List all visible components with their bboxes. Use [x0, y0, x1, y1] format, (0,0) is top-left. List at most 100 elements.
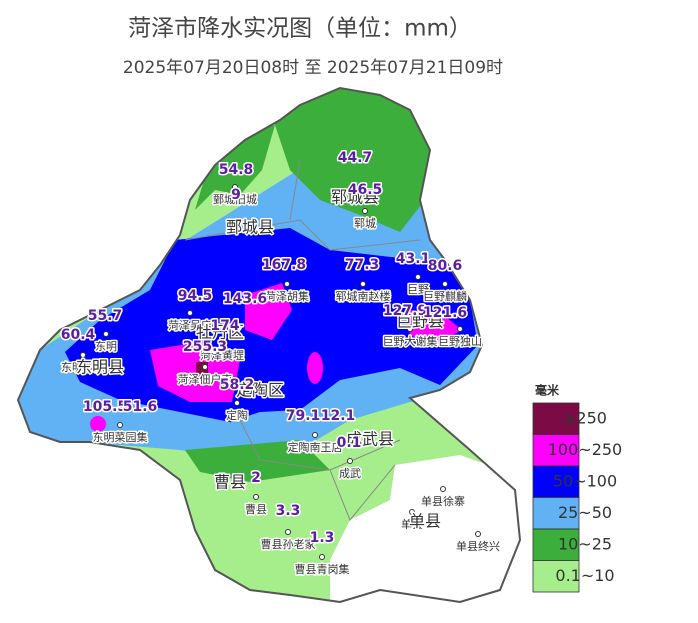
station-dot: [284, 281, 290, 287]
legend-label: 25~50: [558, 503, 612, 522]
station-dot: [362, 208, 368, 214]
county-name: 郓城县: [331, 188, 379, 207]
station-dot: [440, 486, 446, 492]
station-name: 巨野麒麟: [423, 289, 467, 303]
station-value: 143.6: [223, 291, 267, 307]
station-dot: [457, 326, 463, 332]
station-value: 77.3: [345, 257, 380, 273]
county-border: [184, 159, 421, 521]
station-value: 127.9: [383, 303, 427, 319]
legend-label: 100~250: [548, 440, 622, 459]
station-value: 54.8: [219, 162, 254, 178]
station-name: 成武: [339, 467, 361, 480]
station-dot: [117, 422, 123, 428]
station-dot: [103, 331, 109, 337]
station-dot: [202, 364, 208, 370]
station-value: 79.1: [286, 408, 321, 424]
station-name: 曹县: [245, 503, 267, 516]
legend-swatch: [532, 528, 580, 561]
station-dot: [360, 281, 366, 287]
region-magenta: [408, 310, 462, 342]
region-none: [330, 455, 520, 602]
region-green: [270, 88, 435, 232]
subtitle: 2025年07月20日08时 至 2025年07月21日09时: [123, 58, 503, 78]
station-value: 46.5: [348, 182, 383, 198]
legend-label: 0.1~10: [555, 566, 614, 585]
county-name: 定陶区: [236, 381, 284, 400]
title: 菏泽市降水实况图（单位：mm）: [128, 16, 472, 42]
station-value: 3.3: [276, 503, 301, 519]
station-dot: [187, 310, 193, 316]
station-dot: [253, 494, 259, 500]
county-name: 成武县: [346, 430, 394, 449]
region-green: [195, 125, 275, 210]
station-dot: [407, 326, 413, 332]
station-name: 定陶南王店: [288, 440, 343, 454]
station-dot: [409, 509, 415, 515]
station-dot: [319, 554, 325, 560]
station-value: 12.1: [321, 408, 356, 424]
county-name: 牡丹区: [196, 323, 244, 342]
station-dot: [219, 340, 225, 346]
station-name: 菏泽吴店: [168, 318, 212, 332]
station-name: 单县终兴: [456, 539, 500, 553]
station-value: 9: [231, 187, 241, 203]
station-value: 167.8: [262, 257, 306, 273]
station-name: 巨野独山: [438, 335, 482, 348]
station-name: 巨野大谢集: [383, 334, 438, 348]
station-value: 60.4: [61, 327, 96, 343]
station-name: 郓城南赵楼: [336, 289, 391, 303]
station-value: 255.3: [183, 339, 227, 355]
station-name: 东明沙窝: [61, 360, 105, 374]
station-dot: [475, 531, 481, 537]
station-name: 单县徐寨: [421, 494, 465, 508]
station-dot: [285, 529, 291, 535]
region-magenta: [90, 416, 106, 432]
station-dot: [347, 458, 353, 464]
station-name: 东明菜园集: [93, 430, 148, 444]
station-name: 菏泽佃户屯: [178, 372, 233, 386]
county-name: 东明县: [76, 358, 124, 377]
station-dot: [234, 400, 240, 406]
legend-title: 毫米: [535, 383, 560, 398]
station-dot: [80, 352, 86, 358]
county-name: 巨野县: [396, 312, 444, 331]
legend-label: ≥250: [563, 409, 607, 428]
legend-label: 50~100: [553, 472, 617, 491]
station-value: 44.7: [338, 150, 373, 166]
station-value: 58.2: [220, 377, 255, 393]
station-dot: [442, 281, 448, 287]
legend-swatch: [532, 402, 580, 435]
station-name: 东明: [95, 340, 117, 353]
station-name: 鄄城旧城: [213, 193, 257, 206]
station-value: 1.3: [310, 530, 335, 546]
region-magenta: [245, 283, 292, 340]
region-green: [185, 440, 330, 482]
legend-swatch: [532, 560, 580, 593]
region-magenta: [307, 352, 323, 384]
station-value: 174: [210, 318, 239, 334]
station-value: 94.5: [178, 288, 213, 304]
legend-swatch: [532, 465, 580, 498]
legend-label: 10~25: [558, 535, 612, 554]
station-dot: [312, 432, 318, 438]
station-name: 单县: [401, 518, 423, 531]
station-name: 郓城: [354, 217, 376, 230]
station-name: 定陶: [226, 408, 248, 422]
county-name: 曹县: [214, 473, 246, 492]
station-dot: [415, 274, 421, 280]
station-value: 43.1: [396, 251, 431, 267]
station-value: 80.6: [428, 258, 463, 274]
station-name: 曹县青岗集: [295, 562, 350, 576]
station-name: 菏泽胡集: [265, 289, 309, 303]
station-value: 0.1: [337, 435, 362, 451]
county-name: 单县: [409, 512, 441, 531]
station-name: 巨野: [407, 283, 429, 296]
station-value: 55.7: [88, 308, 123, 324]
station-name: 曹县孙老家: [261, 537, 316, 551]
station-value: 51.6: [123, 399, 158, 415]
legend-swatch: [532, 434, 580, 467]
station-name: 菏泽黄堽: [200, 348, 244, 362]
station-value: 105.5: [83, 399, 127, 415]
